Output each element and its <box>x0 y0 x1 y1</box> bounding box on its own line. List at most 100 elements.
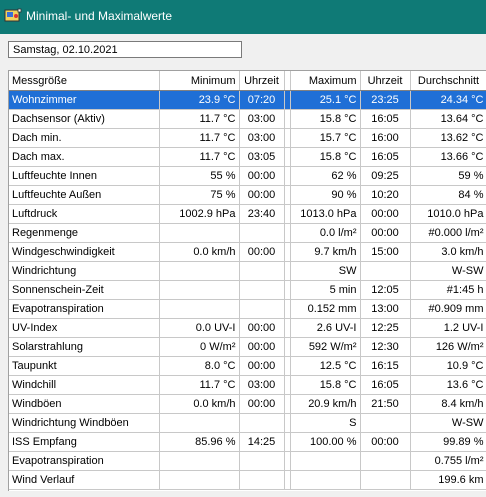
row-avg: 13.62 °C <box>410 128 486 148</box>
row-max-time: 12:05 <box>360 280 411 300</box>
table-row[interactable]: Windchill 11.7 °C 03:00 15.8 °C 16:05 13.6 °C <box>9 375 486 395</box>
table-row[interactable]: Dachsensor (Aktiv) 11.7 °C 03:00 15.8 °C 16:… <box>9 109 486 129</box>
row-min-time <box>239 451 285 471</box>
row-avg: 10.9 °C <box>410 356 486 376</box>
table-row[interactable]: Windböen 0.0 km/h 00:00 20.9 km/h 21:50 8.4 k… <box>9 394 486 414</box>
column-separator <box>283 147 291 167</box>
row-min: 1002.9 hPa <box>159 204 240 224</box>
table-row[interactable]: Solarstrahlung 0 W/m² 00:00 592 W/m² 12:30 12… <box>9 337 486 357</box>
column-separator <box>283 185 291 205</box>
date-field[interactable]: Samstag, 02.10.2021 <box>8 41 242 58</box>
column-header-max[interactable]: Maximum <box>290 71 361 91</box>
column-separator <box>283 432 291 452</box>
table-header: Messgröße Minimum Uhrzeit Maximum Uhrzei… <box>9 71 486 91</box>
row-min <box>159 413 240 433</box>
row-avg: #1:45 h <box>410 280 486 300</box>
row-avg: W-SW <box>410 261 486 281</box>
row-min-time: 00:00 <box>239 242 285 262</box>
values-table[interactable]: Messgröße Minimum Uhrzeit Maximum Uhrzei… <box>8 70 486 491</box>
table-row[interactable]: Sonnenschein-Zeit 5 min 12:05 #1:45 h <box>9 280 486 300</box>
row-max-time <box>360 261 411 281</box>
table-row[interactable]: ISS Empfang 85.96 % 14:25 100.00 % 00:00 99.8… <box>9 432 486 452</box>
column-separator <box>283 71 291 91</box>
column-header-min-time[interactable]: Uhrzeit <box>239 71 285 91</box>
row-min: 11.7 °C <box>159 147 240 167</box>
column-separator <box>283 470 291 490</box>
row-max <box>290 470 361 490</box>
table-row[interactable]: Windrichtung Windböen S W-SW <box>9 413 486 433</box>
column-separator <box>283 451 291 471</box>
column-header-name[interactable]: Messgröße <box>9 71 160 91</box>
row-avg: 59 % <box>410 166 486 186</box>
row-min-time: 00:00 <box>239 166 285 186</box>
row-max: 15.8 °C <box>290 375 361 395</box>
row-name: ISS Empfang <box>9 432 160 452</box>
row-max: SW <box>290 261 361 281</box>
table-row[interactable]: Taupunkt 8.0 °C 00:00 12.5 °C 16:15 10.9 °C <box>9 356 486 376</box>
row-max-time: 00:00 <box>360 204 411 224</box>
row-max-time: 16:05 <box>360 375 411 395</box>
row-avg: 13.6 °C <box>410 375 486 395</box>
row-max-time <box>360 413 411 433</box>
row-name: Dach max. <box>9 147 160 167</box>
column-header-min[interactable]: Minimum <box>159 71 240 91</box>
table-row[interactable]: Luftdruck 1002.9 hPa 23:40 1013.0 hPa 00:00 1… <box>9 204 486 224</box>
row-min-time: 03:00 <box>239 375 285 395</box>
row-min-time: 00:00 <box>239 337 285 357</box>
column-separator <box>283 318 291 338</box>
column-header-avg[interactable]: Durchschnitt <box>410 71 486 91</box>
table-row[interactable]: Luftfeuchte Außen 75 % 00:00 90 % 10:20 84 % <box>9 185 486 205</box>
column-separator <box>283 261 291 281</box>
row-max-time: 12:30 <box>360 337 411 357</box>
row-min: 23.9 °C <box>159 90 240 110</box>
row-name: Sonnenschein-Zeit <box>9 280 160 300</box>
row-avg: 99.89 % <box>410 432 486 452</box>
row-min-time: 23:40 <box>239 204 285 224</box>
column-separator <box>283 242 291 262</box>
table-row[interactable]: Windrichtung SW W-SW <box>9 261 486 281</box>
row-name: Luftdruck <box>9 204 160 224</box>
row-max-time: 00:00 <box>360 223 411 243</box>
table-row[interactable]: Wohnzimmer 23.9 °C 07:20 25.1 °C 23:25 24.34 … <box>9 90 486 110</box>
row-avg: 24.34 °C <box>410 90 486 110</box>
table-row[interactable]: Windgeschwindigkeit 0.0 km/h 00:00 9.7 km/h… <box>9 242 486 262</box>
table-row[interactable]: UV-Index 0.0 UV-I 00:00 2.6 UV-I 12:25 1.2 UV… <box>9 318 486 338</box>
row-name: Windgeschwindigkeit <box>9 242 160 262</box>
row-min-time <box>239 299 285 319</box>
table-row[interactable]: Wind Verlauf 199.6 km <box>9 470 486 490</box>
table-row[interactable]: Dach min. 11.7 °C 03:00 15.7 °C 16:00 13.62 °… <box>9 128 486 148</box>
row-min: 8.0 °C <box>159 356 240 376</box>
row-avg: 199.6 km <box>410 470 486 490</box>
row-max-time: 13:00 <box>360 299 411 319</box>
table-row[interactable]: Luftfeuchte Innen 55 % 00:00 62 % 09:25 59 % <box>9 166 486 186</box>
table-row[interactable]: Regenmenge 0.0 l/m² 00:00 #0.000 l/m² <box>9 223 486 243</box>
row-avg: #0.909 mm <box>410 299 486 319</box>
column-header-max-time[interactable]: Uhrzeit <box>360 71 411 91</box>
table-row[interactable]: Dach max. 11.7 °C 03:05 15.8 °C 16:05 13.66 °… <box>9 147 486 167</box>
column-separator <box>283 204 291 224</box>
column-separator <box>283 128 291 148</box>
title-bar[interactable]: Minimal- und Maximalwerte <box>0 0 486 34</box>
row-min: 0.0 UV-I <box>159 318 240 338</box>
row-max: 1013.0 hPa <box>290 204 361 224</box>
column-separator <box>283 413 291 433</box>
row-min-time: 03:00 <box>239 109 285 129</box>
row-max: S <box>290 413 361 433</box>
row-max-time: 16:05 <box>360 109 411 129</box>
table-row[interactable]: Evapotranspiration 0.755 l/m² <box>9 451 486 471</box>
row-min-time <box>239 280 285 300</box>
row-min: 85.96 % <box>159 432 240 452</box>
row-min: 11.7 °C <box>159 375 240 395</box>
row-min-time: 00:00 <box>239 185 285 205</box>
row-min: 55 % <box>159 166 240 186</box>
column-separator <box>283 90 291 110</box>
row-name: Regenmenge <box>9 223 160 243</box>
column-separator <box>283 337 291 357</box>
row-max: 592 W/m² <box>290 337 361 357</box>
row-max-time: 15:00 <box>360 242 411 262</box>
row-max-time <box>360 451 411 471</box>
row-name: UV-Index <box>9 318 160 338</box>
row-avg: 1.2 UV-I <box>410 318 486 338</box>
column-separator <box>283 280 291 300</box>
table-row[interactable]: Evapotranspiration 0.152 mm 13:00 #0.909 mm <box>9 299 486 319</box>
